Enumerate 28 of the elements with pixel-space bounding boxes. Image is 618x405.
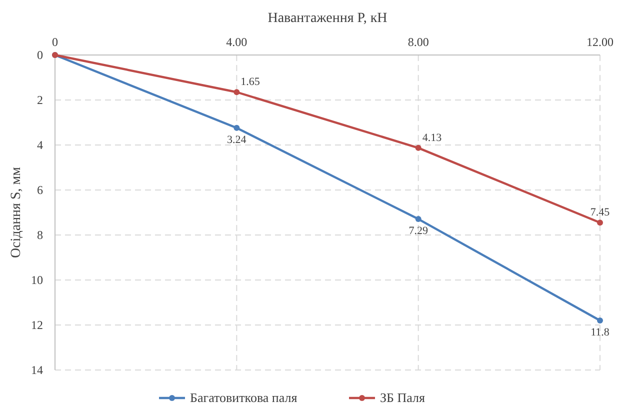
- data-label: 7.45: [590, 206, 610, 219]
- x-tick-label: 12.00: [586, 35, 614, 49]
- legend-label: Багатовиткова паля: [190, 390, 298, 405]
- data-label: 11.8: [590, 326, 610, 338]
- y-tick-label: 14: [31, 363, 43, 377]
- x-tick-label: 4.00: [226, 35, 248, 49]
- y-tick-label: 6: [37, 183, 43, 197]
- point: [234, 89, 240, 96]
- y-tick-label: 0: [37, 48, 43, 62]
- x-tick-label: 8.00: [408, 35, 429, 49]
- y-tick-label: 8: [37, 228, 43, 242]
- y-tick-label: 12: [31, 318, 43, 332]
- point: [597, 220, 603, 226]
- point: [234, 124, 240, 131]
- legend-label: ЗБ Паля: [380, 390, 425, 405]
- x-tick-label: 0: [52, 35, 58, 49]
- data-label: 1.65: [240, 76, 260, 88]
- data-label: 7.29: [408, 225, 428, 238]
- y-tick-label: 10: [31, 273, 43, 287]
- point: [415, 144, 422, 151]
- point: [597, 318, 603, 324]
- point: [415, 216, 422, 222]
- y-tick-label: 4: [37, 138, 43, 152]
- data-label: 3.24: [227, 134, 247, 146]
- x-axis-title: Навантаження Р, кН: [268, 11, 388, 26]
- y-axis-title: Осідання S, мм: [9, 166, 24, 258]
- y-tick-label: 2: [37, 93, 43, 107]
- data-label: 4.13: [422, 132, 442, 144]
